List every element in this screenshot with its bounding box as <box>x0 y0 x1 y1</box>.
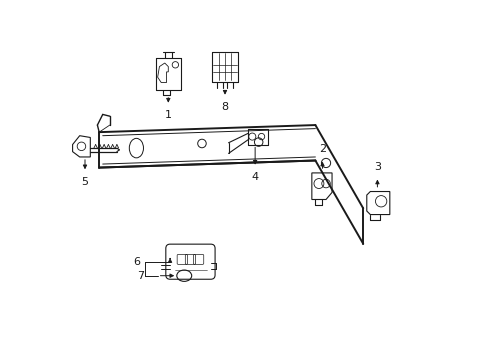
Text: 8: 8 <box>221 102 228 112</box>
Text: 4: 4 <box>251 172 258 182</box>
Text: 3: 3 <box>373 162 380 172</box>
Text: 6: 6 <box>133 257 140 266</box>
Text: 2: 2 <box>318 144 325 154</box>
Text: 5: 5 <box>81 177 88 187</box>
Text: 1: 1 <box>164 110 171 120</box>
Text: 7: 7 <box>137 271 144 281</box>
